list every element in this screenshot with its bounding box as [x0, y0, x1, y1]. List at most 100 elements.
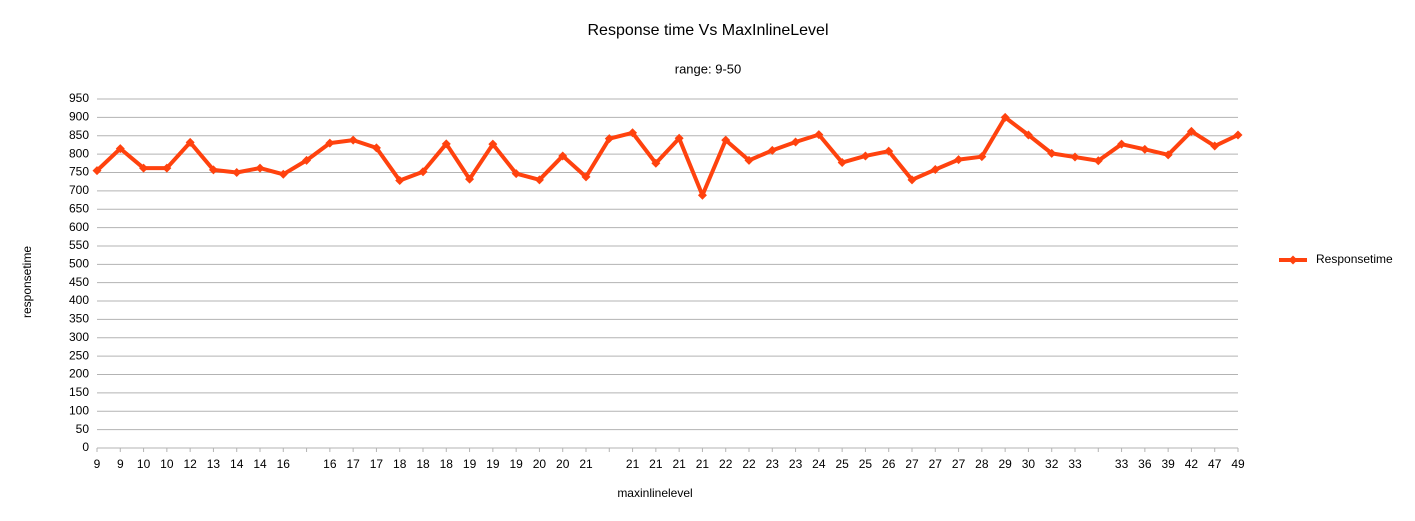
- x-tick-label: 18: [393, 457, 407, 471]
- x-tick-label: 14: [253, 457, 267, 471]
- y-tick-label: 750: [69, 165, 89, 179]
- data-point: [534, 175, 544, 185]
- y-tick-label: 0: [82, 440, 89, 454]
- x-tick-label: 28: [975, 457, 989, 471]
- data-point: [814, 130, 824, 140]
- y-tick-label: 900: [69, 110, 89, 124]
- y-tick-label: 200: [69, 367, 89, 381]
- data-point: [232, 167, 242, 177]
- data-point: [744, 155, 754, 165]
- x-tick-label: 13: [207, 457, 221, 471]
- x-tick-label: 20: [533, 457, 547, 471]
- data-point: [511, 169, 521, 179]
- x-tick-label: 21: [649, 457, 663, 471]
- x-tick-label: 32: [1045, 457, 1059, 471]
- x-tick-label: 27: [905, 457, 919, 471]
- x-tick-label: 47: [1208, 457, 1222, 471]
- x-tick-label: 22: [719, 457, 733, 471]
- data-point: [721, 135, 731, 145]
- x-tick-label: 21: [696, 457, 710, 471]
- x-tick-label: 23: [789, 457, 803, 471]
- x-tick-label: 19: [486, 457, 500, 471]
- x-tick-label: 21: [672, 457, 686, 471]
- y-tick-label: 300: [69, 330, 89, 344]
- x-tick-label: 23: [766, 457, 780, 471]
- y-tick-label: 450: [69, 275, 89, 289]
- y-tick-label: 850: [69, 128, 89, 142]
- data-point: [1233, 130, 1243, 140]
- legend-marker: [1288, 255, 1298, 265]
- data-point: [1070, 152, 1080, 162]
- data-point: [1163, 150, 1173, 160]
- x-tick-label: 12: [183, 457, 197, 471]
- x-tick-label: 10: [160, 457, 174, 471]
- y-axis-label: responsetime: [20, 246, 34, 318]
- x-tick-label: 10: [137, 457, 151, 471]
- data-point: [1000, 112, 1010, 122]
- y-tick-label: 100: [69, 403, 89, 417]
- x-tick-label: 36: [1138, 457, 1152, 471]
- data-point: [884, 146, 894, 156]
- y-tick-label: 550: [69, 238, 89, 252]
- data-point: [418, 167, 428, 177]
- data-point: [139, 163, 149, 173]
- x-tick-label: 49: [1231, 457, 1245, 471]
- y-tick-label: 350: [69, 312, 89, 326]
- data-point: [208, 165, 218, 175]
- data-point: [465, 174, 475, 184]
- x-tick-label: 16: [277, 457, 291, 471]
- x-tick-label: 17: [346, 457, 360, 471]
- x-tick-label: 18: [416, 457, 430, 471]
- x-axis-label: maxinlinelevel: [617, 486, 692, 500]
- data-point: [1023, 130, 1033, 140]
- x-tick-label: 19: [509, 457, 523, 471]
- data-point: [1117, 139, 1127, 149]
- x-tick-label: 9: [117, 457, 124, 471]
- y-tick-label: 700: [69, 183, 89, 197]
- x-tick-label: 33: [1115, 457, 1129, 471]
- data-point: [860, 151, 870, 161]
- x-tick-label: 20: [556, 457, 570, 471]
- data-point: [837, 158, 847, 168]
- x-tick-label: 21: [579, 457, 593, 471]
- x-tick-label: 17: [370, 457, 384, 471]
- x-tick-label: 18: [440, 457, 454, 471]
- data-point: [395, 176, 405, 186]
- data-point: [115, 144, 125, 154]
- x-tick-label: 39: [1161, 457, 1175, 471]
- data-point: [604, 134, 614, 144]
- y-tick-label: 800: [69, 146, 89, 160]
- data-point: [977, 152, 987, 162]
- y-tick-label: 650: [69, 201, 89, 215]
- chart-title: Response time Vs MaxInlineLevel: [587, 22, 828, 39]
- data-point: [1093, 156, 1103, 166]
- x-tick-label: 16: [323, 457, 337, 471]
- x-tick-label: 42: [1185, 457, 1199, 471]
- data-point: [325, 138, 335, 148]
- x-tick-label: 27: [929, 457, 943, 471]
- series-line: [95, 115, 1239, 198]
- y-tick-label: 150: [69, 385, 89, 399]
- x-tick-label: 29: [998, 457, 1012, 471]
- x-tick-label: 14: [230, 457, 244, 471]
- data-point: [302, 155, 312, 165]
- y-tick-label: 250: [69, 348, 89, 362]
- y-tick-label: 50: [76, 422, 90, 436]
- data-point: [371, 143, 381, 153]
- data-point: [162, 163, 172, 173]
- data-point: [1210, 141, 1220, 151]
- data-point: [348, 135, 358, 145]
- x-tick-label: 33: [1068, 457, 1082, 471]
- data-point: [558, 151, 568, 161]
- x-tick-label: 30: [1022, 457, 1036, 471]
- y-tick-label: 500: [69, 256, 89, 270]
- data-point: [255, 163, 265, 173]
- x-tick-label: 22: [742, 457, 756, 471]
- x-tick-label: 25: [835, 457, 849, 471]
- data-point: [651, 158, 661, 168]
- data-point: [767, 145, 777, 155]
- chart-subtitle: range: 9-50: [675, 61, 742, 76]
- data-point: [1186, 126, 1196, 136]
- data-point: [185, 137, 195, 147]
